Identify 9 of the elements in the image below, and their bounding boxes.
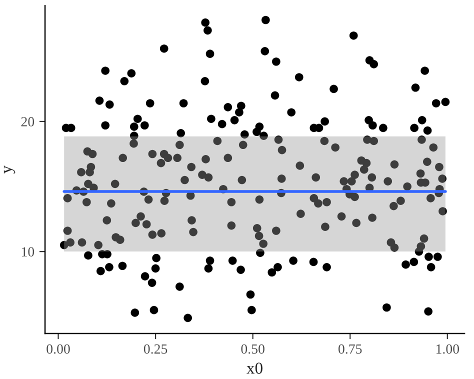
x-axis-title: x0	[246, 362, 262, 374]
x-tick-label: 1.00	[436, 344, 460, 354]
y-axis-title: y	[4, 166, 16, 174]
x-tick-label: 0.75	[338, 344, 362, 354]
y-tick-label: 20	[21, 117, 34, 126]
x-tick-label: 0.50	[241, 344, 264, 354]
x-tick-label: 0.00	[46, 344, 70, 354]
x-tick-label: 0.25	[144, 344, 168, 354]
y-tick-label: 10	[22, 247, 34, 257]
